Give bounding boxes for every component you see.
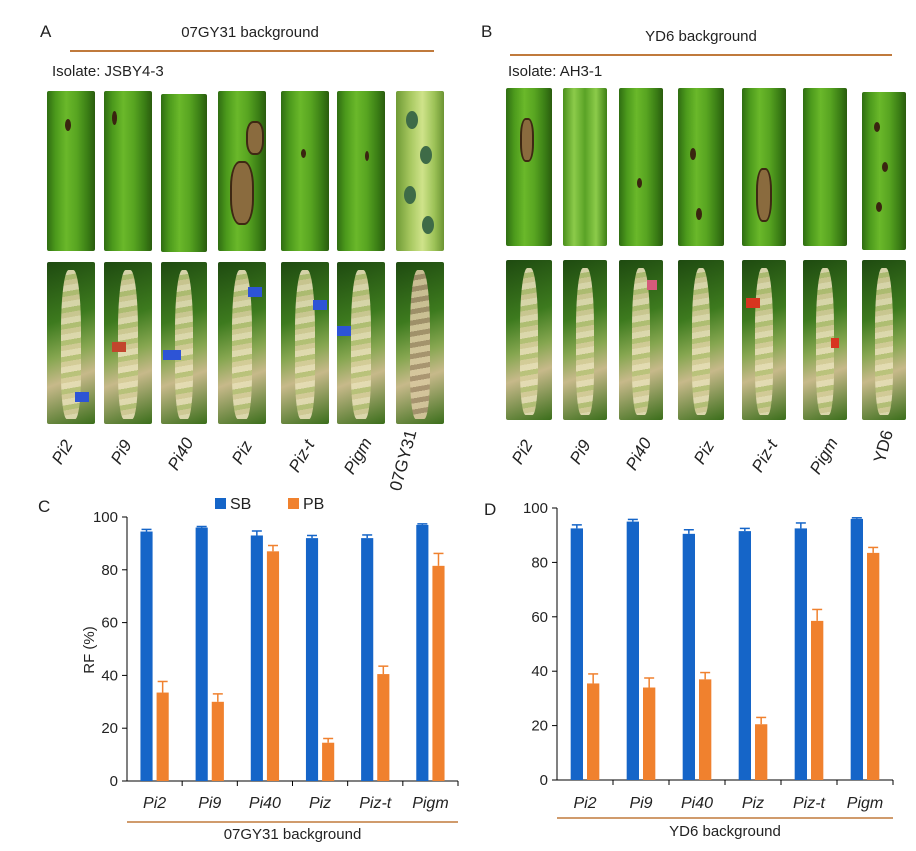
category-label: Pi40 — [249, 795, 281, 812]
panel-a-rule — [70, 50, 434, 52]
category-label: Pi9 — [629, 795, 652, 812]
bar-pb — [811, 620, 824, 780]
category-label: Pigm — [412, 795, 448, 812]
bar-sb — [140, 531, 153, 781]
bar-pb — [699, 679, 712, 780]
bar-sb — [416, 524, 429, 781]
bar-pb — [377, 674, 390, 781]
bar-sb — [626, 521, 639, 780]
bar-sb — [250, 535, 263, 781]
bar-sb — [794, 528, 807, 780]
legend-label-sb: SB — [230, 496, 251, 513]
panicle-photo — [396, 262, 444, 424]
leaf-photo — [619, 88, 663, 246]
category-label: Pi2 — [573, 795, 596, 812]
panicle-photo — [619, 260, 663, 420]
bar-pb — [322, 742, 335, 781]
leaf-photo — [337, 91, 385, 251]
y-tick-label: 20 — [531, 718, 548, 735]
bar-sb — [195, 527, 208, 781]
category-label: Piz — [309, 795, 331, 812]
panel-a-title: 07GY31 background — [181, 24, 319, 41]
bar-pb — [432, 565, 445, 781]
panicle-photo — [337, 262, 385, 424]
bar-sb — [305, 538, 319, 781]
category-label: Pi2 — [143, 795, 166, 812]
category-label: Pi9 — [198, 795, 221, 812]
y-tick-label: 100 — [93, 509, 118, 526]
bar-sb — [570, 528, 583, 780]
leaf-photo — [396, 91, 444, 251]
bar-sb — [682, 533, 695, 780]
legend-swatch-sb — [215, 498, 226, 509]
panel-d-label: D — [484, 500, 497, 519]
panicle-photo — [742, 260, 786, 420]
panicle-photo — [218, 262, 266, 424]
bar-pb — [587, 683, 600, 780]
bar-pb — [266, 551, 280, 781]
y-tick-label: 40 — [101, 667, 118, 684]
y-tick-label: 80 — [101, 562, 118, 579]
leaf-photo — [104, 91, 152, 251]
y-tick-label: 60 — [531, 609, 548, 626]
leaf-photo — [47, 91, 95, 251]
panel-b-label: B — [481, 22, 493, 41]
y-tick-label: 100 — [523, 500, 548, 517]
panicle-photo — [161, 262, 207, 424]
y-tick-label: 20 — [101, 720, 118, 737]
category-label: Piz — [742, 795, 764, 812]
panicle-photo — [862, 260, 906, 420]
y-tick-label: 0 — [110, 773, 118, 790]
bar-sb — [361, 538, 374, 781]
bar-pb — [755, 724, 768, 780]
legend-swatch-pb — [288, 498, 299, 509]
panel-b-rule — [510, 54, 892, 56]
legend-label-pb: PB — [303, 496, 324, 513]
leaf-photo — [862, 92, 906, 250]
category-label: Piz-t — [793, 795, 826, 812]
panel-a-isolate: Isolate: JSBY4-3 — [52, 63, 164, 80]
leaf-photo — [506, 88, 552, 246]
bar-pb — [643, 687, 656, 780]
leaf-photo — [218, 91, 266, 251]
leaf-photo — [281, 91, 329, 251]
y-tick-label: 40 — [531, 663, 548, 680]
bar-sb — [850, 518, 863, 780]
leaf-photo — [563, 88, 607, 246]
panicle-photo — [47, 262, 95, 424]
panel-c-label: C — [38, 497, 51, 516]
leaf-photo — [742, 88, 786, 246]
x-axis-label: YD6 background — [669, 823, 781, 840]
panicle-photo — [506, 260, 552, 420]
leaf-photo — [678, 88, 724, 246]
chart-c: 0 20 40 60 80 100 Pi2 Pi9 Pi40 Piz Piz-t Pigm 07GY31… — [81, 496, 459, 843]
bar-pb — [867, 552, 880, 780]
bar-pb — [211, 701, 224, 781]
panicle-photo — [281, 262, 329, 424]
bar-pb — [156, 692, 169, 781]
panel-b-isolate: Isolate: AH3-1 — [508, 63, 603, 80]
leaf-photo — [161, 94, 207, 252]
category-label: Pi40 — [681, 795, 713, 812]
panel-b-title: YD6 background — [645, 28, 757, 45]
y-tick-label: 60 — [101, 615, 118, 632]
category-label: Pigm — [847, 795, 883, 812]
panicle-photo — [678, 260, 724, 420]
panicle-photo — [803, 260, 847, 420]
leaf-photo — [803, 88, 847, 246]
category-label: Piz-t — [359, 795, 392, 812]
x-axis-label: 07GY31 background — [224, 826, 362, 843]
bar-sb — [738, 531, 751, 780]
panicle-photo — [104, 262, 152, 424]
y-tick-label: 0 — [540, 772, 548, 789]
panel-a-label: A — [40, 22, 52, 41]
panicle-photo — [563, 260, 607, 420]
chart-d: 0 20 40 60 80 100 Pi2 Pi9 Pi40 Piz Piz-t Pigm YD6 ba… — [523, 500, 894, 840]
y-tick-label: 80 — [531, 554, 548, 571]
y-axis-label: RF (%) — [81, 626, 98, 674]
